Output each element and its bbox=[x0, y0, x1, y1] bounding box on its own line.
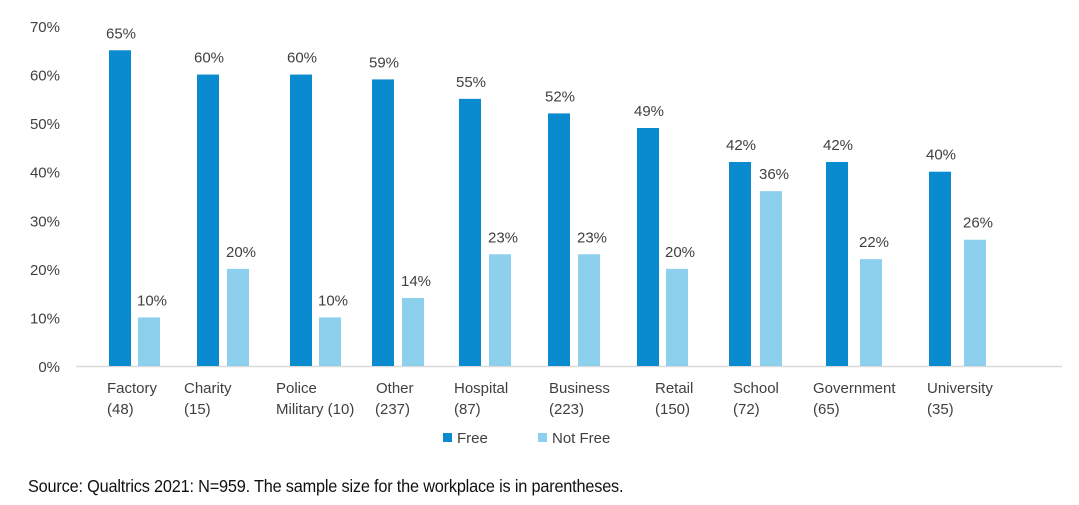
bar-not-free-factory bbox=[138, 317, 160, 366]
category-label: University bbox=[927, 380, 993, 397]
y-axis: 0% 10% 20% 30% 40% 50% 60% 70% bbox=[30, 19, 60, 376]
y-tick-label: 70% bbox=[30, 19, 60, 36]
bar-free-retail bbox=[637, 128, 659, 366]
category-label: Police bbox=[276, 380, 317, 397]
bar-not-free-business bbox=[578, 254, 600, 366]
data-label: 52% bbox=[545, 88, 575, 105]
bar-not-free-charity bbox=[227, 268, 249, 366]
data-label: 22% bbox=[859, 234, 889, 251]
legend-label-not-free: Not Free bbox=[552, 430, 610, 447]
data-label: 10% bbox=[137, 292, 167, 309]
legend-swatch-free bbox=[443, 433, 452, 442]
legend-label-free: Free bbox=[457, 430, 488, 447]
data-label: 60% bbox=[287, 50, 317, 67]
legend-swatch-not-free bbox=[538, 433, 547, 442]
category-sample-size: (87) bbox=[454, 401, 481, 418]
data-label: 20% bbox=[665, 244, 695, 261]
bar-free-school bbox=[729, 162, 751, 366]
bar-free-charity bbox=[197, 74, 219, 367]
bar-not-free-hospital bbox=[489, 254, 511, 366]
category-label: Hospital bbox=[454, 380, 508, 397]
y-tick-label: 30% bbox=[30, 213, 60, 230]
source-note: Source: Qualtrics 2021: N=959. The sampl… bbox=[28, 476, 624, 496]
category-sample-size: (237) bbox=[375, 401, 410, 418]
data-label: 59% bbox=[369, 54, 399, 71]
data-label: 14% bbox=[401, 273, 431, 290]
category-sample-size: (223) bbox=[549, 401, 584, 418]
data-label: 55% bbox=[456, 74, 486, 91]
category-labels: Factory (48) Charity (15) Police Military (10… bbox=[107, 380, 993, 418]
data-label: 42% bbox=[823, 137, 853, 154]
category-label: Retail bbox=[655, 380, 693, 397]
bar-not-free-police bbox=[319, 317, 341, 366]
category-sample-size: (150) bbox=[655, 401, 690, 418]
data-label: 10% bbox=[318, 292, 348, 309]
bar-free-police bbox=[290, 74, 312, 367]
category-sample-size: (65) bbox=[813, 401, 840, 418]
data-label: 23% bbox=[577, 229, 607, 246]
data-label: 36% bbox=[759, 166, 789, 183]
legend: Free Not Free bbox=[443, 430, 610, 447]
bar-free-business bbox=[548, 113, 570, 366]
bar-not-free-retail bbox=[666, 268, 688, 366]
category-label: Charity bbox=[184, 380, 232, 397]
data-label: 42% bbox=[726, 137, 756, 154]
category-label: Other bbox=[376, 380, 414, 397]
y-tick-label: 20% bbox=[30, 262, 60, 279]
data-label: 40% bbox=[926, 147, 956, 164]
category-sample-size: Military (10) bbox=[276, 401, 354, 418]
y-tick-label: 40% bbox=[30, 165, 60, 182]
category-sample-size: (48) bbox=[107, 401, 134, 418]
bar-free-hospital bbox=[459, 98, 481, 366]
bar-free-government bbox=[826, 162, 848, 366]
data-label: 26% bbox=[963, 215, 993, 232]
data-label: 20% bbox=[226, 244, 256, 261]
data-label: 65% bbox=[106, 25, 136, 42]
value-labels: 65% 60% 60% 59% 55% 52% 49% 42% 42% 40% 10% 20% 10% 1… bbox=[106, 25, 993, 309]
y-tick-label: 10% bbox=[30, 310, 60, 327]
data-label: 23% bbox=[488, 229, 518, 246]
bar-not-free-university bbox=[964, 239, 986, 366]
y-tick-label: 60% bbox=[30, 68, 60, 85]
y-tick-label: 50% bbox=[30, 116, 60, 133]
bar-free-university bbox=[929, 171, 951, 366]
bar-not-free-other bbox=[402, 298, 424, 366]
bar-chart: 0% 10% 20% 30% 40% 50% 60% 70% 65% 60% 60% 59% 55% 5… bbox=[30, 19, 1062, 447]
category-label: Factory bbox=[107, 380, 158, 397]
bar-free-factory bbox=[109, 50, 131, 367]
category-label: Business bbox=[549, 380, 610, 397]
bar-not-free-school bbox=[760, 191, 782, 366]
category-label: School bbox=[733, 380, 779, 397]
category-label: Government bbox=[813, 380, 896, 397]
category-sample-size: (35) bbox=[927, 401, 954, 418]
y-tick-label: 0% bbox=[38, 359, 60, 376]
data-label: 49% bbox=[634, 103, 664, 120]
category-sample-size: (72) bbox=[733, 401, 760, 418]
data-label: 60% bbox=[194, 50, 224, 67]
bar-not-free-government bbox=[860, 259, 882, 366]
bar-free-other bbox=[372, 79, 394, 366]
bars bbox=[109, 50, 986, 367]
category-sample-size: (15) bbox=[184, 401, 211, 418]
